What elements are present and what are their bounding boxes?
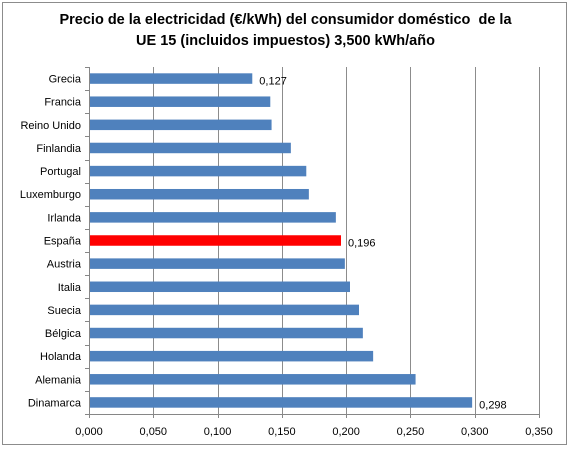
category-label: Italia <box>58 282 82 294</box>
bar-6 <box>90 212 336 223</box>
category-label: Finlandia <box>36 143 82 155</box>
category-label: Suecia <box>47 305 82 317</box>
bar-14 <box>90 397 473 408</box>
bar-5 <box>90 188 309 200</box>
category-label: Portugal <box>40 166 81 178</box>
bar-3 <box>90 142 291 154</box>
category-label: España <box>44 236 82 248</box>
category-label: Luxemburgo <box>20 189 81 201</box>
bar-10 <box>90 304 359 316</box>
bar-11 <box>90 327 363 339</box>
x-tick-label: 0,050 <box>140 426 168 438</box>
category-label: Alemania <box>35 374 82 386</box>
bar-7 <box>90 235 341 246</box>
x-tick-label: 0,300 <box>461 426 489 438</box>
bar-9 <box>90 281 350 293</box>
axes <box>85 67 540 418</box>
x-tick-label: 0,250 <box>397 426 425 438</box>
category-label: Grecia <box>49 74 82 86</box>
category-labels: Grecia Francia Reino Unido Finlandia Portuga… <box>20 74 82 410</box>
x-tick-label: 0,100 <box>204 426 232 438</box>
data-label: 0,298 <box>479 399 507 411</box>
category-label: Dinamarca <box>28 397 82 409</box>
bar-2 <box>90 119 272 131</box>
x-tick-label: 0,150 <box>268 426 296 438</box>
category-label: Austria <box>47 259 82 271</box>
bar-13 <box>90 374 416 385</box>
bar-0 <box>90 73 253 84</box>
chart-title-line-2: UE 15 (incluidos impuestos) 3,500 kWh/añ… <box>136 33 435 49</box>
x-tick-label: 0,350 <box>525 426 553 438</box>
x-tick-label: 0,000 <box>75 426 103 438</box>
chart-title: Precio de la electricidad (€/kWh) del co… <box>0 10 571 52</box>
bar-12 <box>90 350 374 362</box>
data-labels: 0,127 0,196 0,298 <box>259 76 506 412</box>
chart-title-line-1: Precio de la electricidad (€/kWh) del co… <box>59 12 512 28</box>
data-label: 0,196 <box>348 238 376 250</box>
bar-1 <box>90 96 271 107</box>
category-label: Irlanda <box>47 212 82 224</box>
category-label: Holanda <box>40 351 82 363</box>
category-label: Bélgica <box>45 328 82 340</box>
bar-8 <box>90 258 345 269</box>
category-label: Reino Unido <box>20 120 81 132</box>
x-tick-label: 0,200 <box>332 426 360 438</box>
x-tick-labels: 0,000 0,050 0,100 0,150 0,200 0,250 0,300 0,350 <box>75 426 553 438</box>
bar-4 <box>90 165 307 177</box>
data-label: 0,127 <box>259 76 287 88</box>
bars <box>90 73 473 408</box>
category-label: Francia <box>44 97 82 109</box>
